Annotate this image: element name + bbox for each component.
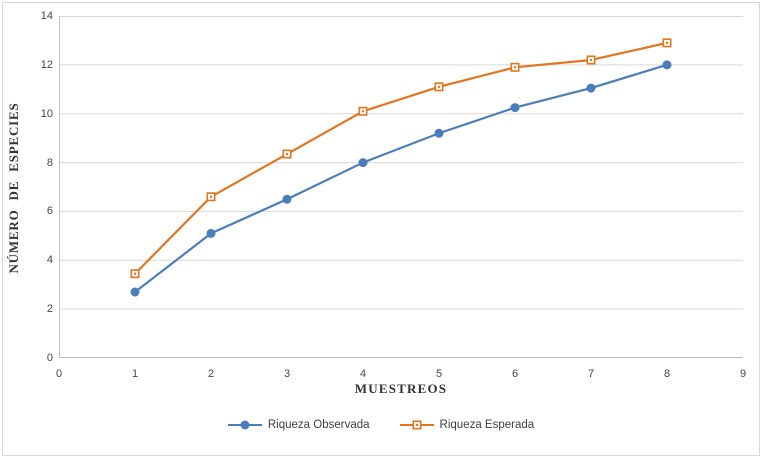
marker-square-dot bbox=[665, 41, 669, 45]
marker-square-dot bbox=[209, 195, 213, 198]
marker-square-dot bbox=[361, 110, 365, 113]
y-tick-label-12: 12 bbox=[40, 58, 53, 71]
x-axis-title: MUESTREOS bbox=[354, 381, 448, 396]
marker-circle bbox=[586, 83, 596, 93]
x-tick-label-9: 9 bbox=[739, 368, 747, 380]
legend-marker-square-icon bbox=[399, 420, 434, 430]
marker-square-dot bbox=[513, 66, 517, 69]
y-tick-label-0: 0 bbox=[46, 352, 53, 364]
x-tick-label-1: 1 bbox=[131, 368, 139, 380]
legend-label: Riqueza Observada bbox=[267, 419, 370, 431]
legend-marker-circle-icon bbox=[227, 420, 262, 430]
x-tick-label-7: 7 bbox=[587, 368, 595, 380]
marker-square-dot bbox=[133, 272, 137, 275]
legend-label: Riqueza Esperada bbox=[439, 419, 535, 431]
marker-circle bbox=[240, 420, 250, 430]
marker-square-dot bbox=[285, 152, 289, 156]
y-tick-label-2: 2 bbox=[46, 303, 53, 316]
marker-circle bbox=[206, 228, 216, 238]
marker-circle bbox=[662, 60, 672, 70]
legend-item-riqueza-esperada: Riqueza Esperada bbox=[399, 419, 535, 431]
y-tick-label-8: 8 bbox=[46, 156, 53, 169]
x-tick-label-4: 4 bbox=[359, 368, 367, 380]
marker-circle bbox=[358, 158, 368, 168]
marker-square-dot bbox=[589, 58, 593, 62]
x-tick-label-2: 2 bbox=[207, 368, 215, 380]
x-tick-label-0: 0 bbox=[55, 368, 63, 380]
series-line-0 bbox=[133, 63, 669, 294]
plot-area bbox=[59, 16, 743, 358]
y-tick-label-14: 14 bbox=[40, 10, 53, 22]
x-tick-label-6: 6 bbox=[511, 368, 519, 380]
y-tick-label-4: 4 bbox=[46, 254, 53, 267]
y-tick-label-6: 6 bbox=[46, 205, 53, 218]
x-tick-label-8: 8 bbox=[663, 368, 671, 380]
series-line-1 bbox=[133, 41, 669, 275]
marker-circle bbox=[510, 103, 520, 113]
plot-canvas bbox=[59, 16, 743, 358]
y-tick-label-10: 10 bbox=[40, 107, 53, 120]
x-tick-label-3: 3 bbox=[283, 368, 291, 380]
marker-square-dot bbox=[437, 85, 441, 89]
chart-legend: Riqueza Observada Riqueza Esperada bbox=[3, 419, 759, 431]
marker-square-dot bbox=[415, 423, 418, 427]
x-tick-label-5: 5 bbox=[435, 368, 443, 380]
marker-circle bbox=[282, 194, 292, 204]
legend-item-riqueza-observada: Riqueza Observada bbox=[227, 419, 370, 431]
marker-circle bbox=[434, 128, 444, 138]
y-axis-title: NÚMERO DE ESPECIES bbox=[6, 102, 21, 274]
marker-circle bbox=[130, 287, 140, 297]
